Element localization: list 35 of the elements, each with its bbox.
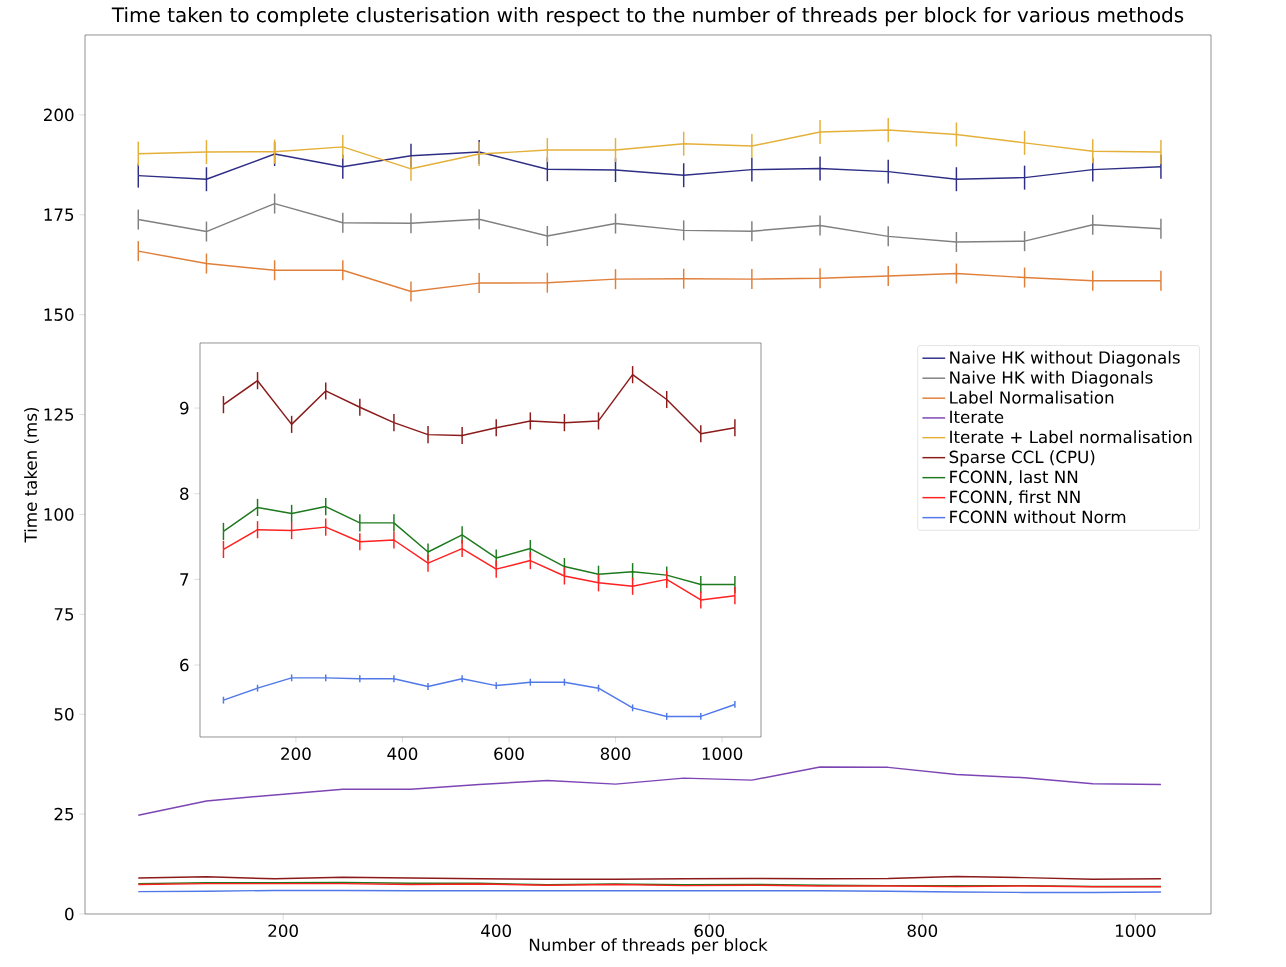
x-tick-label: 1000 xyxy=(702,747,743,760)
y-tick-label: 50 xyxy=(54,707,74,721)
y-tick-label: 25 xyxy=(54,807,74,821)
y-tick-label: 6 xyxy=(180,658,189,672)
x-tick-label: 600 xyxy=(494,747,524,760)
y-tick-label: 175 xyxy=(44,208,74,221)
x-tick-label: 200 xyxy=(268,924,298,937)
legend-label: FCONN, first NN xyxy=(950,490,1080,505)
legend-label: FCONN, last NN xyxy=(950,470,1078,485)
x-tick-label: 600 xyxy=(694,924,725,937)
legend-label: Iterate + Label normalisation xyxy=(950,430,1192,444)
legend-label: Naive HK without Diagonals xyxy=(950,350,1180,368)
y-tick-label: 8 xyxy=(180,487,189,501)
legend-label: FCONN without Norm xyxy=(950,510,1126,524)
x-tick-label: 1000 xyxy=(1116,924,1156,937)
legend-label: Sparse CCL (CPU) xyxy=(949,450,1095,467)
x-axis-title: Number of threads per block xyxy=(529,938,768,955)
x-tick-label: 400 xyxy=(387,747,418,760)
y-tick-label: 150 xyxy=(44,308,74,321)
y-tick-label: 9 xyxy=(180,401,189,415)
x-tick-label: 400 xyxy=(481,924,511,937)
x-tick-label: 200 xyxy=(281,747,311,760)
x-tick-label: 800 xyxy=(907,924,938,937)
y-tick-label: 200 xyxy=(44,108,74,122)
y-tick-label: 75 xyxy=(54,608,74,621)
legend-label: Label Normalisation xyxy=(950,390,1114,404)
y-tick-label: 125 xyxy=(44,408,74,421)
x-tick-label: 800 xyxy=(600,747,631,760)
chart-title: Time taken to complete clusterisation with respect to the number of threads per block for various methods xyxy=(111,6,1184,27)
legend-label: Naive HK with Diagonals xyxy=(950,370,1153,387)
y-tick-label: 100 xyxy=(44,508,74,521)
legend-label: Iterate xyxy=(950,410,1004,424)
y-axis-title: Time taken (ms) xyxy=(24,407,39,543)
y-tick-label: 7 xyxy=(180,573,189,586)
y-tick-label: 0 xyxy=(65,907,74,921)
